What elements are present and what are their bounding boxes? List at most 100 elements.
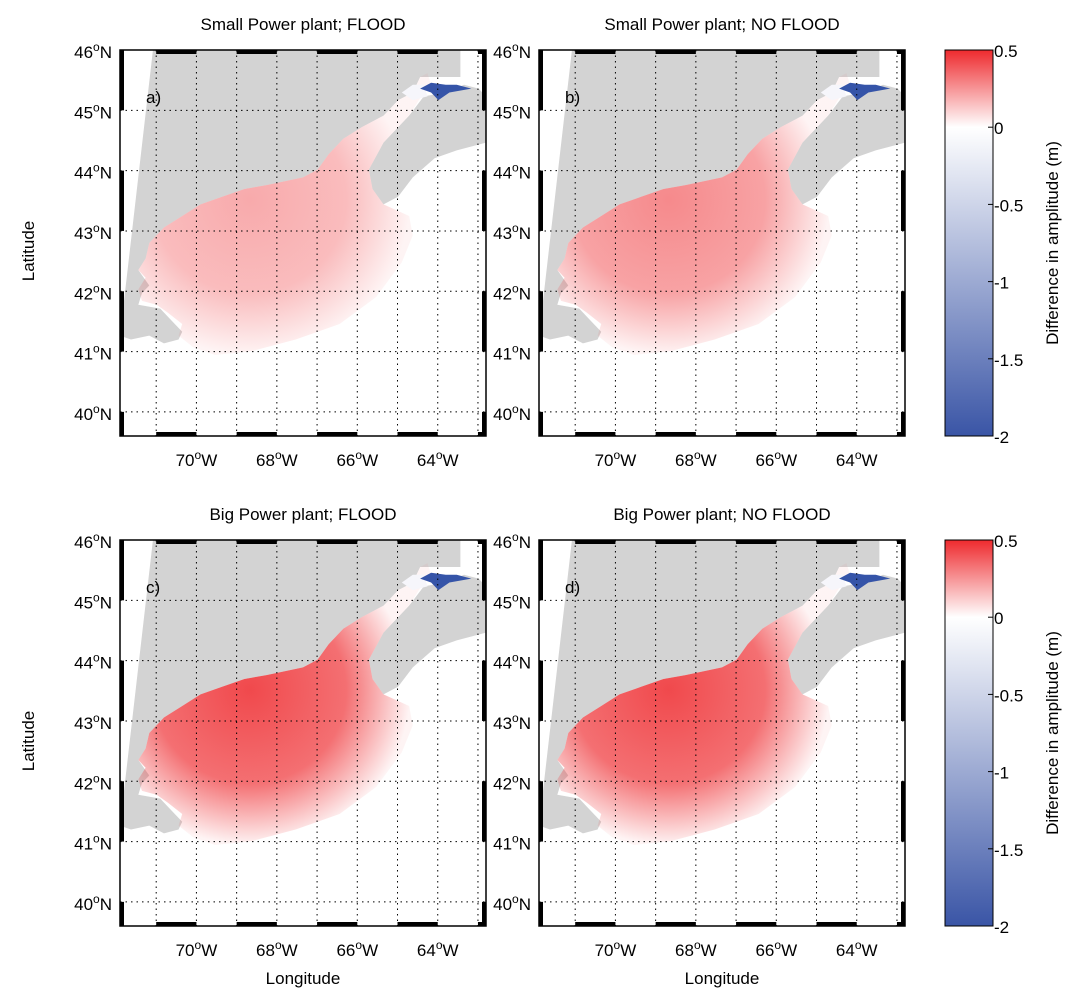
tick-hemisphere: W [362, 941, 378, 960]
amplitude-difference-field [557, 563, 851, 845]
tick-degree: 70 [595, 451, 614, 470]
tick-hemisphere: N [100, 895, 112, 914]
tick-degree: 70 [176, 941, 195, 960]
latitude-tick-label: 44oN [74, 651, 112, 673]
tick-hemisphere: N [100, 593, 112, 612]
degree-symbol: o [93, 832, 100, 846]
tick-hemisphere: W [781, 451, 797, 470]
tick-degree: 40 [493, 895, 512, 914]
tick-hemisphere: N [519, 224, 531, 243]
degree-symbol: o [512, 771, 519, 785]
degree-symbol: o [512, 342, 519, 356]
tick-degree: 68 [256, 451, 275, 470]
degree-symbol: o [614, 938, 621, 952]
tick-degree: 64 [836, 451, 855, 470]
grid-lines [120, 540, 486, 926]
colorbar-tick-label: 0.5 [994, 42, 1018, 61]
tick-hemisphere: W [862, 941, 878, 960]
longitude-tick-label: 66oW [336, 448, 378, 470]
x-axis-label: Longitude [266, 969, 341, 988]
latitude-tick-label: 42oN [74, 281, 112, 303]
tick-degree: 42 [493, 774, 512, 793]
latitude-tick-label: 45oN [493, 100, 531, 122]
tick-degree: 68 [675, 941, 694, 960]
tick-degree: 46 [493, 43, 512, 62]
panel-letter: a) [146, 88, 161, 107]
longitude-tick-label: 66oW [755, 938, 797, 960]
longitude-tick-label: 66oW [755, 448, 797, 470]
degree-symbol: o [855, 448, 862, 462]
tick-degree: 68 [675, 451, 694, 470]
tick-degree: 40 [74, 895, 93, 914]
tick-hemisphere: N [100, 43, 112, 62]
tick-degree: 41 [493, 345, 512, 364]
tick-hemisphere: N [519, 533, 531, 552]
degree-symbol: o [774, 938, 781, 952]
y-axis-label: Latitude [19, 711, 38, 772]
map-frame-ticks [539, 50, 905, 436]
colorbar-tick-label: 0.5 [994, 532, 1018, 551]
nova-scotia-shape [368, 84, 486, 205]
degree-symbol: o [355, 448, 362, 462]
longitude-tick-label: 66oW [336, 938, 378, 960]
tick-hemisphere: N [100, 224, 112, 243]
colorbar-label: Difference in amplitude (m) [1043, 631, 1062, 835]
degree-symbol: o [614, 448, 621, 462]
tick-hemisphere: N [519, 654, 531, 673]
panel-title: Big Power plant; FLOOD [209, 505, 396, 524]
panel-title: Small Power plant; NO FLOOD [604, 15, 839, 34]
degree-symbol: o [855, 938, 862, 952]
tick-degree: 40 [74, 405, 93, 424]
longitude-tick-label: 68oW [675, 938, 717, 960]
degree-symbol: o [93, 161, 100, 175]
negative-difference-zone [839, 82, 891, 101]
tick-hemisphere: N [519, 345, 531, 364]
colorbar-scale [944, 539, 994, 927]
tick-hemisphere: N [100, 714, 112, 733]
latitude-tick-label: 43oN [74, 221, 112, 243]
degree-symbol: o [355, 938, 362, 952]
tick-degree: 40 [493, 405, 512, 424]
amplitude-difference-field [557, 73, 851, 355]
tick-degree: 66 [336, 941, 355, 960]
tick-hemisphere: N [519, 774, 531, 793]
latitude-tick-label: 40oN [493, 892, 531, 914]
panel-letter: c) [146, 578, 160, 597]
tick-degree: 66 [755, 451, 774, 470]
degree-symbol: o [436, 938, 443, 952]
degree-symbol: o [93, 221, 100, 235]
tick-hemisphere: W [443, 451, 459, 470]
tick-degree: 46 [493, 533, 512, 552]
degree-symbol: o [93, 40, 100, 54]
amplitude-difference-field [138, 73, 432, 355]
x-axis-label: Longitude [685, 969, 760, 988]
tick-degree: 43 [74, 714, 93, 733]
tick-hemisphere: N [100, 164, 112, 183]
tick-degree: 70 [595, 941, 614, 960]
map-frame [538, 539, 906, 927]
panel-letter: d) [565, 578, 580, 597]
tick-degree: 64 [836, 941, 855, 960]
negative-difference-zone [839, 572, 891, 591]
latitude-tick-label: 45oN [74, 100, 112, 122]
longitude-tick-label: 70oW [595, 448, 637, 470]
tick-hemisphere: N [519, 593, 531, 612]
tick-degree: 41 [74, 345, 93, 364]
latitude-tick-label: 41oN [74, 832, 112, 854]
nova-scotia-shape [787, 574, 905, 695]
map-panel-b: Small Power plant; NO FLOODb)46oN45oN44o… [493, 15, 906, 470]
longitude-tick-label: 68oW [256, 448, 298, 470]
tick-degree: 42 [74, 774, 93, 793]
tick-hemisphere: W [620, 941, 636, 960]
colorbar-tick-label: -2 [994, 428, 1009, 447]
tick-degree: 44 [74, 654, 93, 673]
tick-hemisphere: W [362, 451, 378, 470]
longitude-tick-label: 68oW [675, 448, 717, 470]
tick-degree: 66 [336, 451, 355, 470]
tick-hemisphere: N [100, 835, 112, 854]
amplitude-difference-field [138, 563, 432, 845]
map-frame [119, 539, 487, 927]
tick-degree: 41 [74, 835, 93, 854]
tick-hemisphere: W [701, 451, 717, 470]
